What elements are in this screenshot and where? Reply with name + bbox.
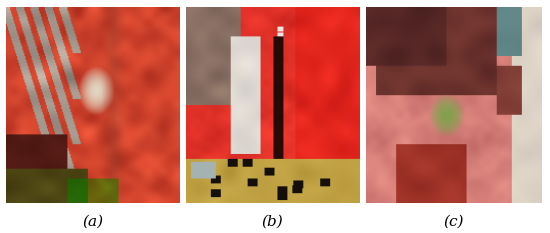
Text: (b): (b): [261, 214, 283, 228]
Text: (a): (a): [82, 214, 103, 228]
Text: (c): (c): [443, 214, 464, 228]
